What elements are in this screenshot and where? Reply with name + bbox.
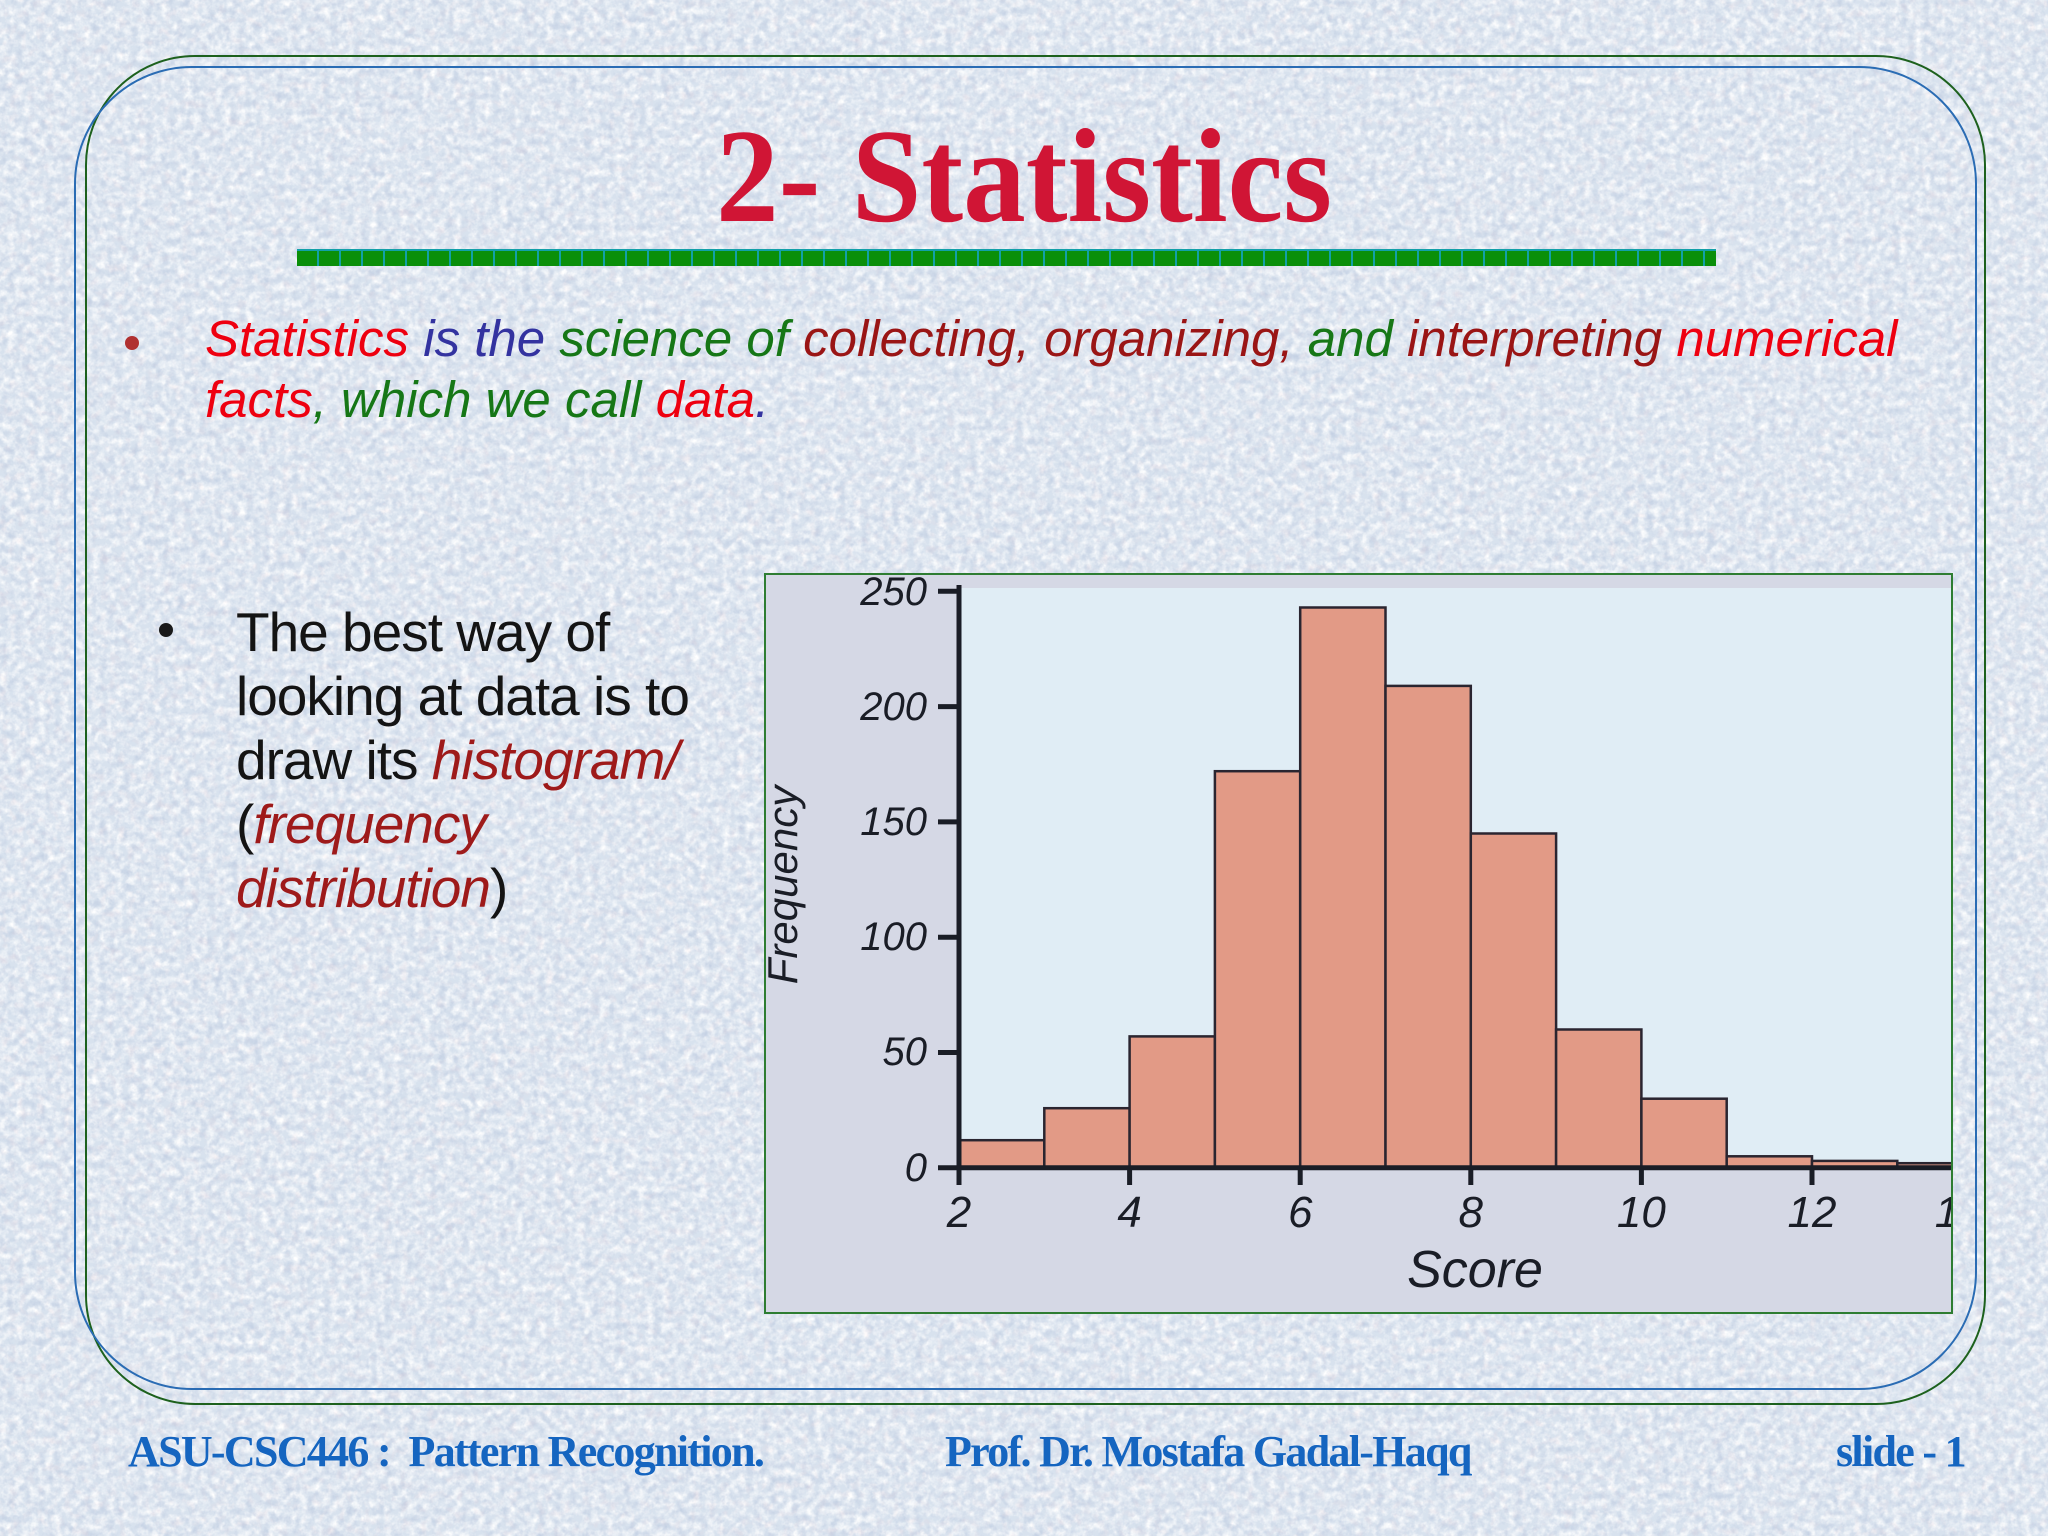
svg-text:Score: Score — [1407, 1241, 1543, 1299]
svg-text:12: 12 — [1788, 1188, 1837, 1237]
svg-text:0: 0 — [905, 1146, 927, 1190]
svg-text:200: 200 — [859, 685, 927, 729]
svg-text:6: 6 — [1288, 1188, 1313, 1237]
svg-text:2: 2 — [946, 1188, 971, 1237]
svg-text:100: 100 — [860, 915, 927, 959]
svg-text:Frequency: Frequency — [766, 783, 806, 984]
svg-text:150: 150 — [860, 800, 927, 844]
svg-text:250: 250 — [859, 575, 927, 614]
svg-text:8: 8 — [1459, 1188, 1484, 1237]
svg-text:4: 4 — [1117, 1188, 1141, 1237]
svg-text:10: 10 — [1617, 1188, 1666, 1237]
svg-text:1: 1 — [1935, 1188, 1951, 1237]
svg-text:50: 50 — [883, 1030, 928, 1074]
